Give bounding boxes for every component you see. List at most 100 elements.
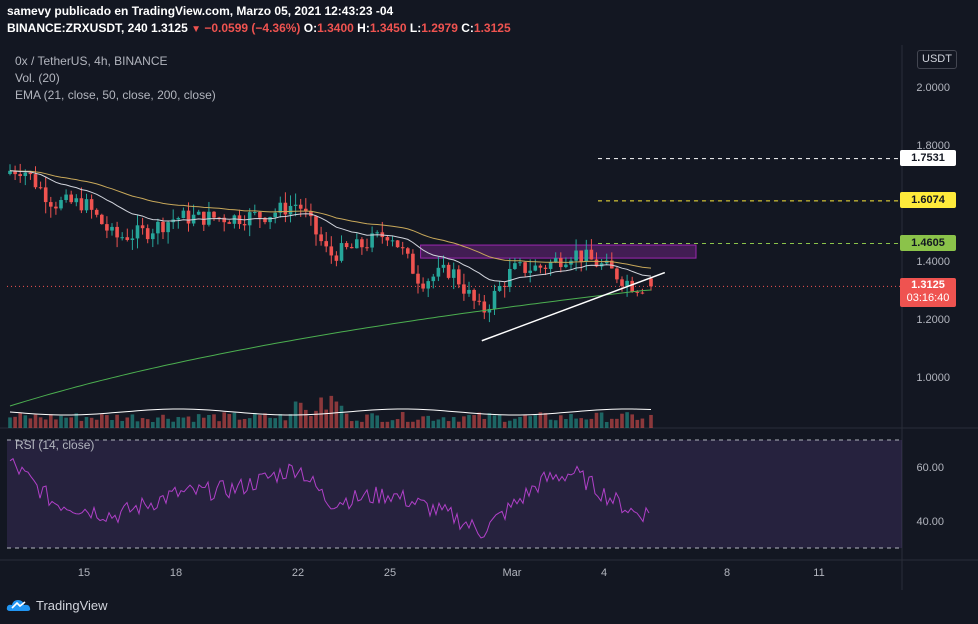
volume-bar xyxy=(375,415,379,428)
price-tick-label: 1.0000 xyxy=(916,372,950,384)
candle-body xyxy=(232,215,237,224)
volume-bar xyxy=(166,418,170,428)
volume-bar xyxy=(385,421,390,428)
volume-bar xyxy=(492,415,497,428)
candle-body xyxy=(151,233,155,240)
volume-bar xyxy=(457,421,461,428)
volume-bar xyxy=(324,409,328,428)
volume-bar xyxy=(416,419,420,428)
level-label-2: 1.6074 xyxy=(900,192,956,208)
candle-body xyxy=(564,264,568,268)
volume-bar xyxy=(344,413,349,428)
legend-title[interactable]: 0x / TetherUS, 4h, BINANCE xyxy=(15,54,168,68)
candle-body xyxy=(64,194,68,201)
volume-bar xyxy=(212,414,216,428)
candle-body xyxy=(390,240,395,242)
bar-countdown: 03:16:40 xyxy=(906,292,950,304)
volume-bar xyxy=(620,413,624,428)
candle-body xyxy=(589,249,594,260)
volume-bar xyxy=(329,395,334,428)
candle-body xyxy=(181,210,186,219)
volume-bar xyxy=(64,417,68,428)
time-tick-label: 4 xyxy=(601,567,607,579)
volume-bar xyxy=(462,416,466,428)
volume-bar xyxy=(431,420,436,428)
candle-body xyxy=(487,308,492,313)
candle-body xyxy=(125,237,130,240)
volume-bar xyxy=(589,418,594,428)
candle-body xyxy=(186,210,191,224)
current-price-value: 1.3125 xyxy=(911,279,945,291)
candle-body xyxy=(426,281,430,289)
candle-body xyxy=(513,263,517,269)
volume-bar xyxy=(482,418,487,428)
candle-body xyxy=(288,205,293,215)
volume-bar xyxy=(604,421,609,428)
volume-bar xyxy=(487,413,492,428)
ohlc-header: BINANCE:ZRXUSDT, 240 1.3125 ▼ −0.0599 (−… xyxy=(7,21,511,35)
volume-bar xyxy=(59,415,63,428)
price-tick-label: 1.2000 xyxy=(916,314,950,326)
volume-bar xyxy=(497,414,502,428)
volume-bar xyxy=(49,414,53,428)
candle-body xyxy=(18,174,22,177)
candle-body xyxy=(115,226,119,238)
currency-badge[interactable]: USDT xyxy=(917,50,957,69)
candle-body xyxy=(278,202,283,213)
volume-bar xyxy=(564,419,568,428)
volume-bar xyxy=(105,415,109,428)
candle-body xyxy=(615,268,619,280)
close-label: C: xyxy=(461,21,474,35)
volume-bar xyxy=(181,417,186,428)
candle-body xyxy=(635,291,640,293)
time-tick-label: Mar xyxy=(503,567,522,579)
candle-body xyxy=(421,283,425,289)
candle-body xyxy=(273,212,277,218)
candle-body xyxy=(446,264,451,278)
candle-body xyxy=(360,239,364,248)
candle-body xyxy=(8,170,12,174)
volume-bar xyxy=(43,419,48,428)
volume-bar xyxy=(23,415,28,428)
brand-label: TradingView xyxy=(36,597,108,613)
symbol-label[interactable]: BINANCE:ZRXUSDT, 240 xyxy=(7,21,148,35)
volume-bar xyxy=(365,414,369,428)
candle-body xyxy=(518,262,522,264)
candle-body xyxy=(212,211,216,218)
volume-bar xyxy=(69,417,73,428)
candle-body xyxy=(497,285,502,291)
candle-body xyxy=(304,208,308,211)
volume-bar xyxy=(120,420,124,428)
volume-bar xyxy=(390,420,395,428)
volume-bar xyxy=(584,419,589,428)
volume-bar xyxy=(319,397,323,428)
candle-body xyxy=(482,301,487,313)
volume-bar xyxy=(553,420,558,428)
candle-body xyxy=(140,225,145,229)
legend-ema[interactable]: EMA (21, close, 50, close, 200, close) xyxy=(15,88,216,102)
volume-bar xyxy=(115,414,119,428)
tradingview-logo[interactable]: TradingView xyxy=(6,597,108,613)
legend-rsi[interactable]: RSI (14, close) xyxy=(15,438,95,452)
volume-bar xyxy=(625,412,629,428)
open-label: O: xyxy=(303,21,318,35)
candle-body xyxy=(69,194,73,203)
candle-body xyxy=(49,202,53,207)
legend-volume[interactable]: Vol. (20) xyxy=(15,71,60,85)
candle-body xyxy=(54,206,58,209)
volume-bar xyxy=(610,418,614,428)
candle-body xyxy=(630,280,634,292)
candle-body xyxy=(222,217,226,223)
volume-bar xyxy=(222,412,226,428)
volume-bar xyxy=(33,414,38,428)
candle-body xyxy=(523,262,527,273)
candle-body xyxy=(258,212,262,218)
volume-bar xyxy=(171,421,175,428)
volume-bar xyxy=(38,417,43,428)
candle-body xyxy=(253,212,257,214)
volume-bar xyxy=(370,413,374,428)
volume-bar xyxy=(135,421,140,428)
volume-bar xyxy=(253,412,257,428)
volume-bar xyxy=(635,419,640,428)
volume-bar xyxy=(355,420,359,428)
